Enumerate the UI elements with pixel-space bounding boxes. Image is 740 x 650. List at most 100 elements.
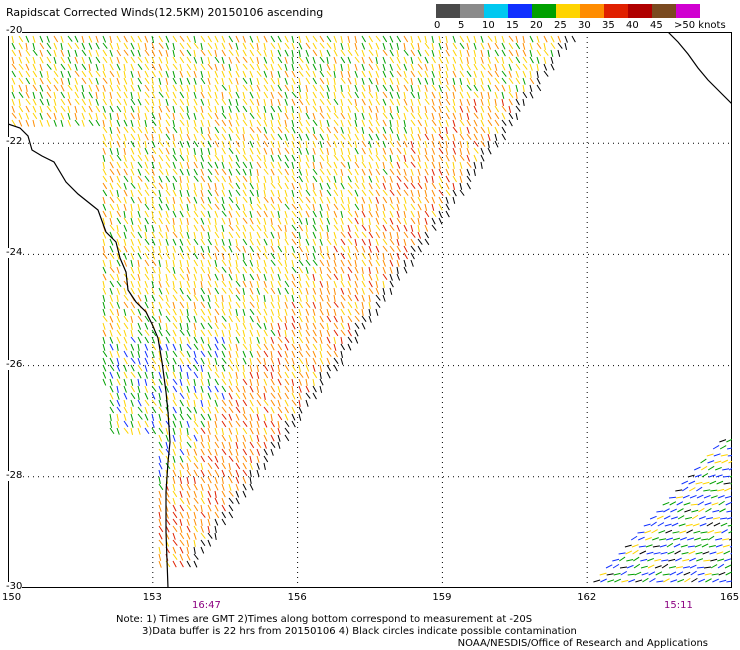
wind-barb (651, 529, 658, 534)
wind-barb (284, 175, 290, 183)
wind-barb (102, 203, 107, 211)
wind-barb (11, 70, 16, 78)
latitude-label: -24 (6, 247, 23, 259)
wind-barb (151, 245, 155, 253)
wind-barb (340, 126, 344, 134)
wind-barb (137, 406, 143, 413)
wind-barb (459, 168, 463, 176)
wind-barb (207, 392, 212, 400)
wind-barb (151, 252, 156, 260)
wind-barb (256, 350, 261, 358)
wind-barb (137, 161, 143, 169)
legend-swatch (508, 4, 532, 18)
wind-barb (256, 245, 262, 253)
wind-barb (633, 563, 641, 569)
wind-barb (109, 231, 114, 239)
wind-barb (193, 63, 197, 71)
wind-barb (326, 168, 331, 176)
wind-barb (102, 189, 108, 197)
wind-barb (179, 434, 182, 442)
wind-barb (158, 119, 162, 127)
wind-barb (158, 455, 162, 463)
wind-barb (235, 133, 241, 141)
wind-barb (235, 350, 239, 358)
wind-barb (277, 259, 283, 266)
wind-barb (375, 35, 381, 42)
wind-barb (221, 364, 226, 372)
wind-barb (263, 91, 269, 99)
wind-barb (207, 189, 213, 197)
wind-barb (130, 420, 134, 428)
wind-barb (368, 315, 372, 323)
wind-barb (298, 56, 304, 63)
wind-barb (235, 245, 241, 252)
wind-barb (607, 579, 615, 583)
wind-barb (53, 77, 59, 84)
wind-barb (95, 84, 100, 92)
wind-barb (298, 371, 304, 378)
wind-barb (473, 70, 477, 78)
wind-barb (214, 329, 219, 337)
wind-barb (186, 119, 189, 127)
wind-barb (389, 280, 394, 288)
wind-barb (312, 266, 317, 274)
wind-barb (46, 63, 52, 70)
wind-barb (158, 539, 164, 546)
wind-barb (263, 238, 268, 246)
wind-barb (438, 119, 442, 127)
wind-barb (144, 42, 147, 50)
wind-barb (186, 525, 191, 533)
wind-barb (130, 63, 135, 71)
wind-barb (165, 112, 171, 120)
wind-barb (193, 525, 198, 533)
wind-barb (354, 42, 358, 50)
wind-barb (326, 203, 330, 211)
wind-barb (60, 63, 66, 70)
wind-barb (347, 308, 352, 316)
wind-barb (319, 42, 325, 49)
wind-barb (102, 70, 107, 78)
wind-barb (263, 154, 266, 162)
wind-barb (130, 399, 134, 407)
wind-barb (291, 224, 297, 231)
wind-barb (81, 35, 85, 43)
wind-barb (543, 70, 549, 77)
wind-barb (522, 63, 528, 70)
wind-barb (431, 119, 437, 126)
wind-barb (193, 175, 199, 182)
wind-barb (291, 217, 296, 225)
wind-barb (270, 350, 273, 358)
wind-barb (123, 63, 126, 71)
wind-barb (298, 399, 301, 407)
wind-barb (193, 322, 197, 330)
wind-barb (256, 126, 262, 133)
wind-barb (605, 564, 613, 569)
wind-barb (270, 119, 274, 127)
wind-barb (389, 105, 392, 113)
wind-barb (270, 252, 276, 260)
wind-barb (172, 168, 178, 175)
wind-barb (102, 322, 106, 330)
wind-barb (312, 182, 315, 190)
wind-barb (123, 371, 128, 379)
wind-barb (172, 91, 177, 99)
wind-barb (67, 98, 72, 106)
wind-barb (263, 378, 268, 386)
wind-barb (67, 56, 72, 64)
wind-barb (172, 84, 177, 92)
wind-barb (102, 175, 108, 183)
wind-barb (389, 42, 393, 50)
wind-barb (11, 112, 17, 119)
wind-barb (158, 238, 162, 246)
wind-barb (186, 217, 189, 225)
wind-barb (186, 441, 192, 448)
wind-barb (312, 196, 317, 204)
legend-label: 30 (578, 20, 591, 31)
wind-barb (291, 49, 294, 57)
wind-barb (417, 140, 421, 148)
wind-barb (158, 224, 162, 232)
wind-barb (319, 280, 324, 288)
wind-barb (179, 119, 185, 126)
wind-barb (123, 231, 127, 239)
wind-barb (130, 287, 135, 295)
